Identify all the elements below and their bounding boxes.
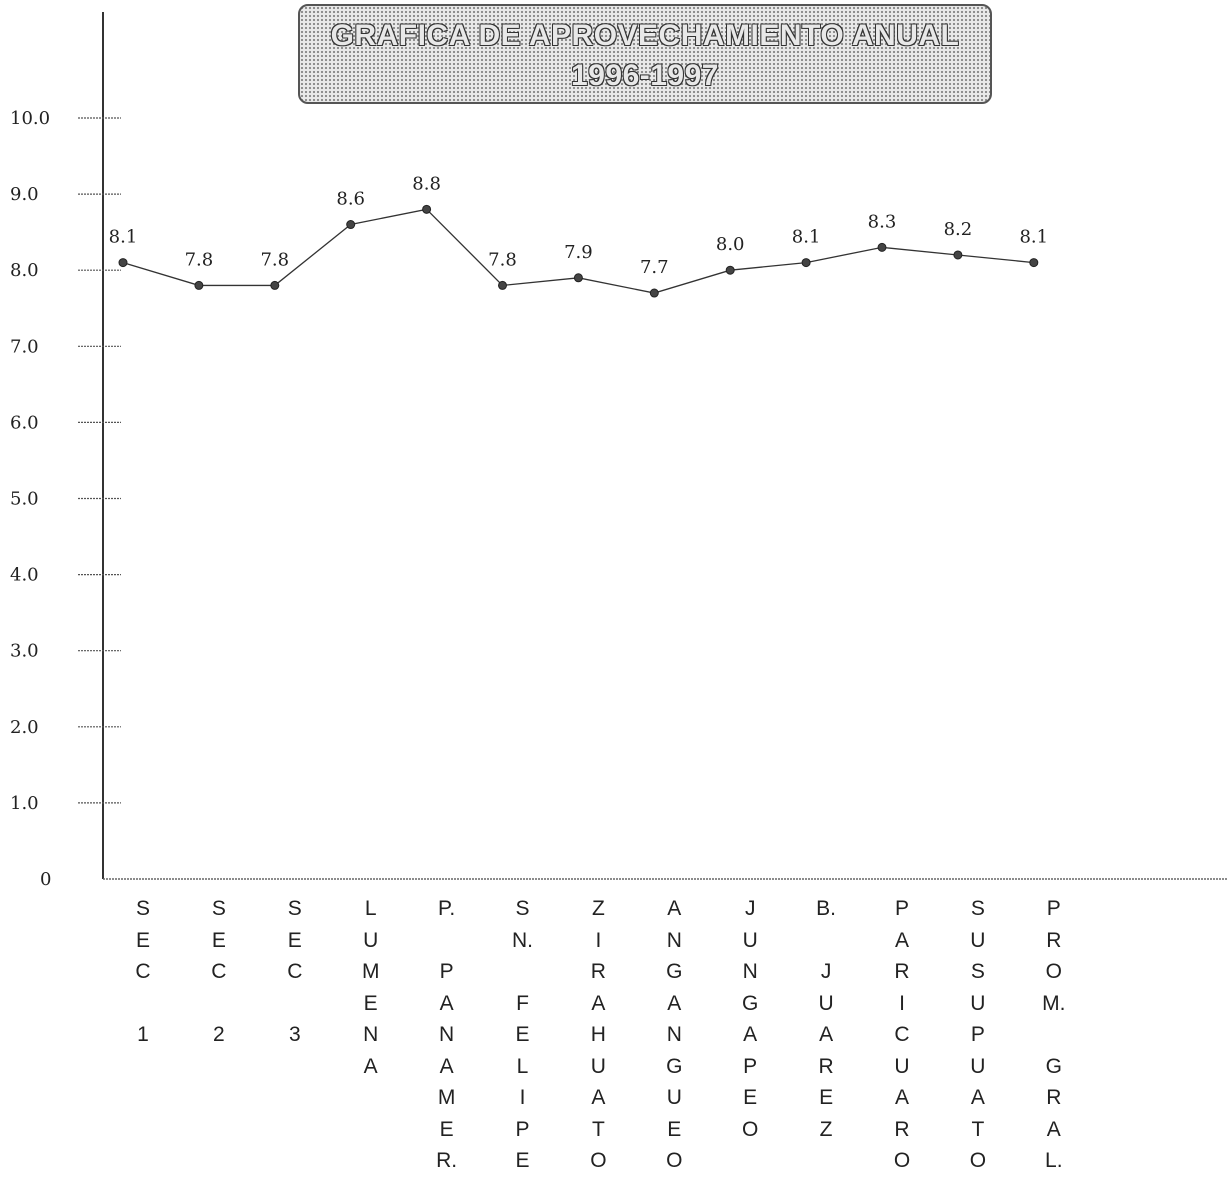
data-label: 8.1	[792, 227, 821, 248]
data-label: 7.8	[488, 249, 517, 270]
data-point	[194, 280, 204, 290]
x-tick-label: S N. F E L I P E	[512, 897, 533, 1172]
data-point	[118, 258, 128, 268]
data-point	[649, 288, 659, 298]
y-tick-label: 3.0	[10, 641, 39, 662]
chart-title: GRAFICA DE APROVECHAMIENTO ANUAL	[330, 19, 960, 52]
data-point	[573, 273, 583, 283]
data-point	[801, 258, 811, 268]
chart-title-box: GRAFICA DE APROVECHAMIENTO ANUAL 1996-19…	[298, 4, 992, 104]
x-tick-label: B. J U A R E Z	[816, 897, 837, 1141]
y-tick-label: 7.0	[10, 336, 39, 357]
x-tick-label: S E C 3	[287, 897, 303, 1046]
data-label: 7.8	[185, 249, 214, 270]
x-tick-label: S E C 1	[135, 897, 151, 1046]
data-label: 7.9	[564, 242, 593, 263]
data-point	[270, 280, 280, 290]
x-tick-label: Z I R A H U A T O	[590, 897, 607, 1172]
data-point	[498, 280, 507, 290]
chart-subtitle: 1996-1997	[571, 59, 719, 92]
y-tick-label: 6.0	[10, 412, 39, 433]
data-point	[346, 220, 356, 230]
data-point	[725, 265, 735, 275]
y-tick-label: 9.0	[10, 184, 39, 205]
y-tick-label: 2.0	[10, 717, 39, 738]
x-tick-label: S E C 2	[211, 897, 227, 1046]
data-label: 8.8	[412, 173, 441, 194]
x-tick-label: L U M E N A	[361, 897, 380, 1078]
data-label: 8.2	[944, 219, 973, 240]
y-tick-label: 10.0	[10, 108, 50, 129]
data-point	[953, 250, 963, 260]
data-point	[422, 204, 432, 214]
data-label: 8.1	[109, 227, 138, 248]
data-label: 8.0	[716, 234, 745, 255]
y-tick-label: 0	[40, 869, 51, 890]
x-tick-label: A N G A N G U E O	[666, 897, 683, 1172]
y-tick-label: 8.0	[10, 260, 39, 281]
data-point	[1029, 258, 1039, 268]
data-label: 8.3	[868, 211, 897, 232]
y-tick-label: 4.0	[10, 565, 39, 586]
y-tick-label: 1.0	[10, 793, 39, 814]
x-tick-label: J U N G A P E O	[742, 897, 759, 1141]
data-label: 8.6	[336, 189, 365, 210]
data-label: 7.8	[260, 249, 289, 270]
x-tick-label: P. P A N A M E R.	[436, 897, 458, 1172]
data-label: 7.7	[640, 257, 669, 278]
data-point	[877, 242, 887, 252]
data-label: 8.1	[1019, 227, 1048, 248]
y-tick-label: 5.0	[10, 489, 39, 510]
x-tick-label: P R O M. G R A L.	[1042, 897, 1066, 1172]
x-tick-label: P A R I C U A R O	[893, 897, 911, 1172]
x-tick-label: S U S U P U A T O	[969, 897, 987, 1172]
